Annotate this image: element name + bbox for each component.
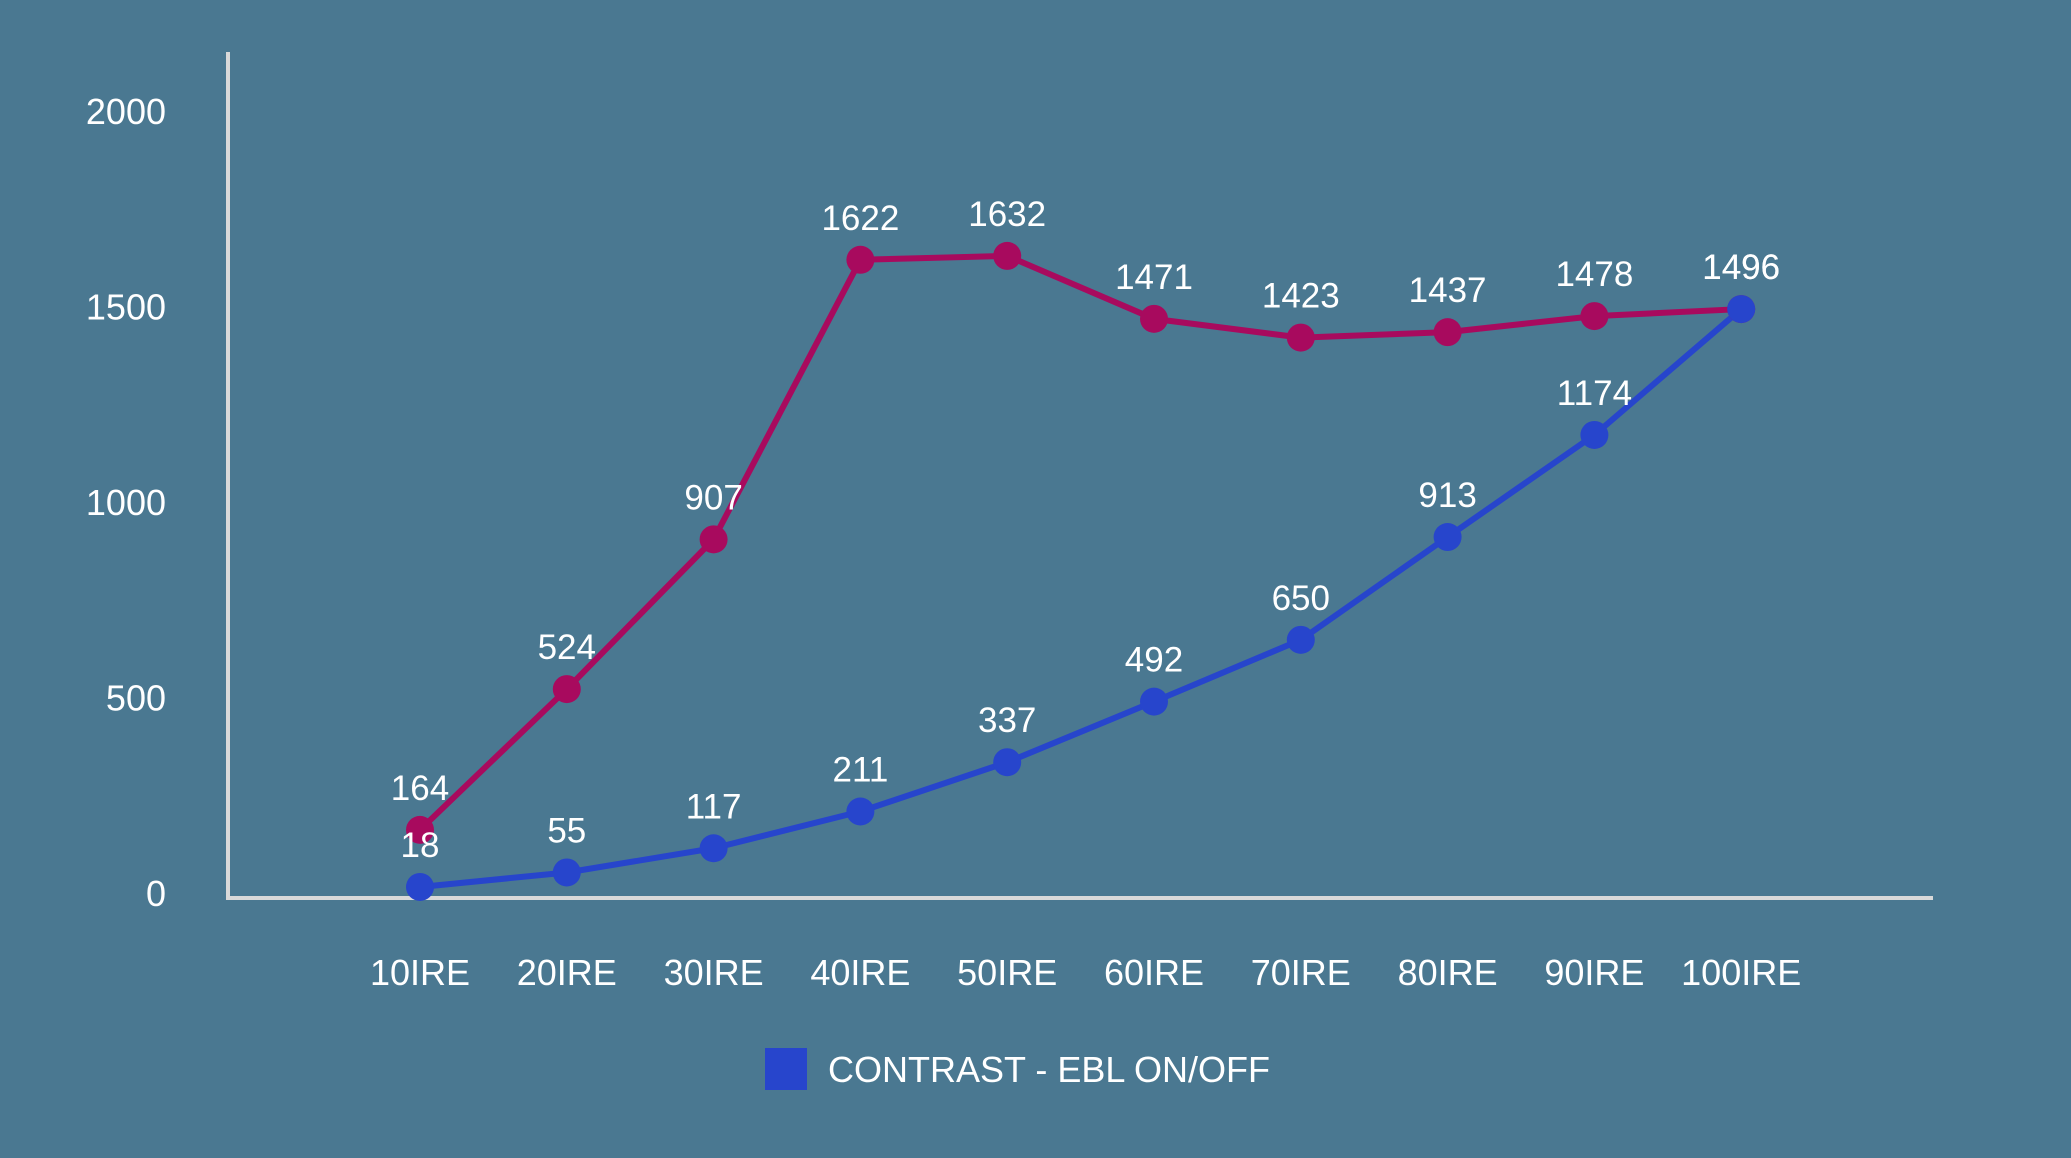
legend-swatch bbox=[765, 1048, 807, 1090]
data-point[interactable] bbox=[552, 675, 581, 704]
series-line bbox=[417, 252, 1745, 833]
data-point[interactable] bbox=[699, 834, 728, 863]
data-label: 1423 bbox=[1262, 277, 1340, 316]
axes bbox=[226, 52, 1933, 900]
data-label: 18 bbox=[401, 826, 440, 865]
x-tick-label: 90IRE bbox=[1544, 952, 1644, 993]
data-label: 1471 bbox=[1115, 258, 1193, 297]
data-label: 337 bbox=[978, 701, 1036, 740]
data-label: 1174 bbox=[1557, 374, 1632, 413]
x-tick-label: 70IRE bbox=[1251, 952, 1351, 993]
data-point[interactable] bbox=[1286, 323, 1315, 352]
data-point[interactable] bbox=[993, 748, 1022, 777]
data-point[interactable] bbox=[846, 797, 875, 826]
x-axis-ticks: 10IRE 20IRE 30IRE 40IRE 50IRE 60IRE 70IRE 80IRE… bbox=[370, 952, 1801, 993]
data-label: 1622 bbox=[821, 199, 899, 238]
data-point[interactable] bbox=[406, 815, 434, 844]
data-label: 524 bbox=[538, 628, 596, 667]
x-tick-label: 40IRE bbox=[810, 952, 910, 993]
x-tick-label: 20IRE bbox=[517, 952, 617, 993]
data-point[interactable] bbox=[1140, 304, 1168, 333]
data-point[interactable] bbox=[406, 872, 434, 901]
x-tick-label: 50IRE bbox=[957, 952, 1057, 993]
data-label: 211 bbox=[832, 750, 888, 789]
series-points bbox=[406, 241, 1756, 901]
y-tick-label: 1500 bbox=[86, 287, 166, 328]
y-tick-label: 500 bbox=[106, 678, 166, 719]
data-point[interactable] bbox=[1580, 420, 1609, 449]
legend[interactable]: CONTRAST - EBL ON/OFF bbox=[765, 1048, 1270, 1090]
data-point[interactable] bbox=[846, 245, 875, 274]
data-point[interactable] bbox=[993, 241, 1022, 270]
x-tick-label: 30IRE bbox=[664, 952, 764, 993]
data-label: 650 bbox=[1272, 579, 1330, 618]
data-labels: 164 524 907 1622 1632 1471 1423 1437 1478 1496 18 5… bbox=[391, 195, 1780, 865]
data-label: 1478 bbox=[1555, 255, 1633, 294]
data-label: 55 bbox=[547, 811, 586, 850]
data-point[interactable] bbox=[1433, 318, 1462, 347]
y-axis-ticks: 0 500 1000 1500 2000 bbox=[86, 91, 166, 914]
x-tick-label: 10IRE bbox=[370, 952, 470, 993]
data-label: 1496 bbox=[1702, 248, 1780, 287]
data-label: 907 bbox=[684, 478, 742, 517]
data-label: 492 bbox=[1125, 641, 1183, 680]
data-label: 164 bbox=[391, 769, 449, 808]
data-label: 1437 bbox=[1409, 271, 1487, 310]
data-label: 117 bbox=[686, 787, 742, 826]
x-tick-label: 80IRE bbox=[1398, 952, 1498, 993]
data-point[interactable] bbox=[699, 525, 728, 554]
series-lines bbox=[417, 252, 1745, 890]
data-label: 913 bbox=[1418, 476, 1476, 515]
data-point[interactable] bbox=[552, 858, 581, 887]
y-tick-label: 2000 bbox=[86, 91, 166, 132]
legend-label: CONTRAST - EBL ON/OFF bbox=[828, 1049, 1270, 1090]
data-label: 1496 bbox=[1702, 248, 1780, 287]
series-line bbox=[417, 306, 1745, 890]
x-tick-label: 60IRE bbox=[1104, 952, 1204, 993]
data-point[interactable] bbox=[1727, 295, 1756, 324]
data-point[interactable] bbox=[1140, 687, 1168, 716]
data-point[interactable] bbox=[1286, 625, 1315, 654]
data-label: 1632 bbox=[968, 195, 1046, 234]
y-tick-label: 0 bbox=[146, 873, 166, 914]
y-tick-label: 1000 bbox=[86, 482, 166, 523]
data-point[interactable] bbox=[1580, 302, 1609, 331]
x-tick-label: 100IRE bbox=[1681, 952, 1801, 993]
data-point[interactable] bbox=[1433, 523, 1462, 552]
